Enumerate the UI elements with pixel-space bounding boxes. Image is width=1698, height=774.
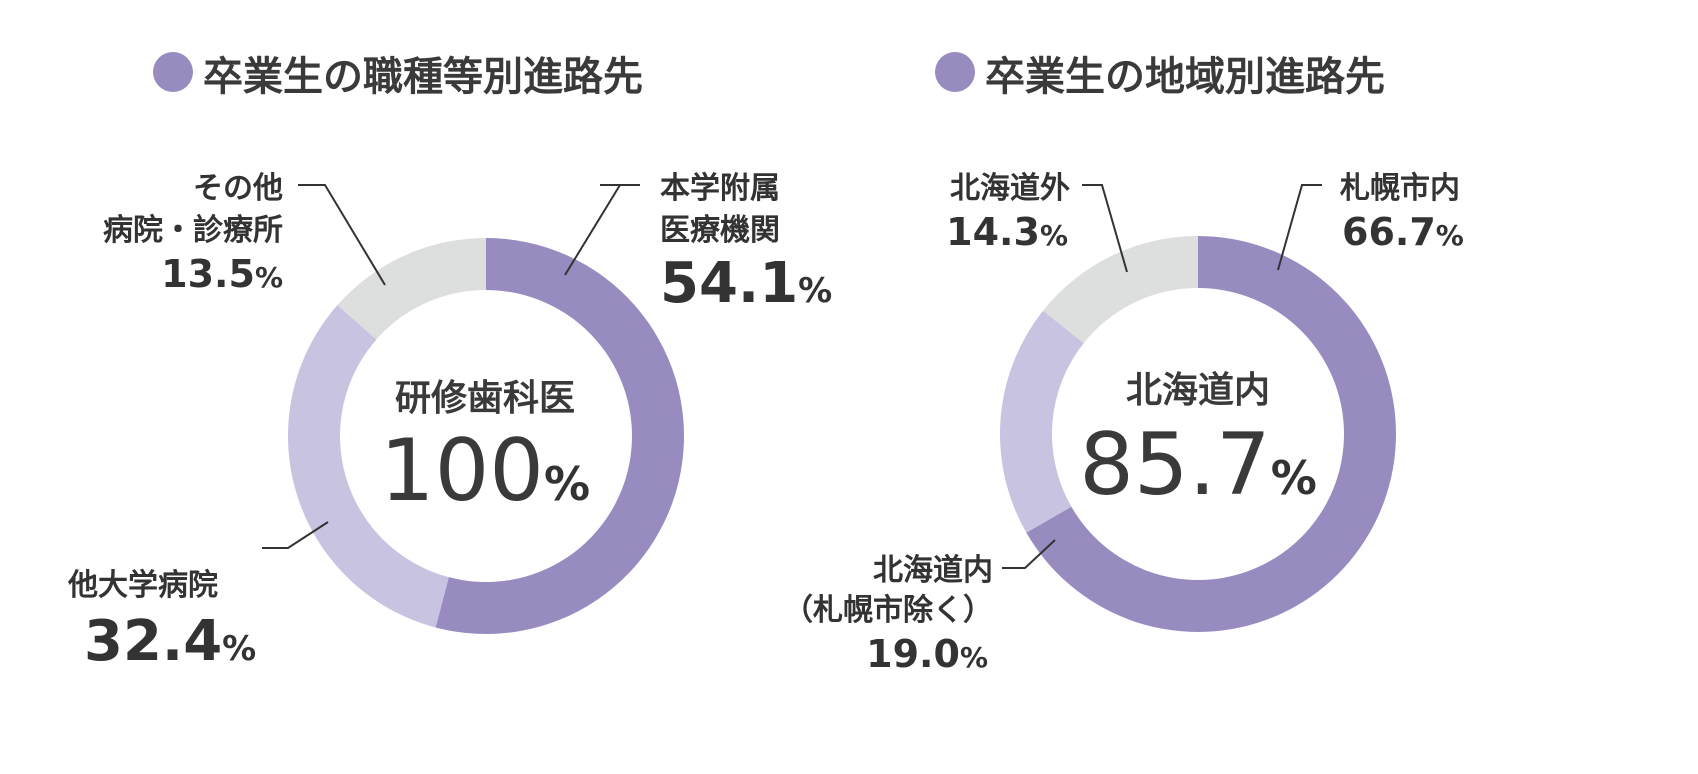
slice-value: 32.4% bbox=[84, 609, 256, 674]
slice-value-unit: % bbox=[960, 641, 988, 674]
center-unit: % bbox=[544, 457, 590, 511]
slice-label-line-2: 病院・診療所 bbox=[103, 213, 283, 248]
slice-label-line-1: 北海道内 bbox=[873, 553, 993, 588]
center-value: 85.7% bbox=[1079, 415, 1317, 515]
donut-slice-1 bbox=[287, 305, 449, 628]
slice-label-line-1: その他 bbox=[193, 171, 283, 206]
slice-value-unit: % bbox=[1436, 219, 1464, 252]
slice-value-unit: % bbox=[222, 629, 256, 669]
slice-value-number: 13.5 bbox=[161, 252, 255, 296]
chart-title: 卒業生の地域別進路先 bbox=[985, 54, 1385, 100]
center-number: 100 bbox=[380, 421, 544, 521]
slice-value: 54.1% bbox=[660, 251, 832, 316]
slice-label-line-2: 医療機関 bbox=[660, 213, 780, 248]
leader-line-slice-1 bbox=[1002, 539, 1056, 569]
slice-value-unit: % bbox=[798, 271, 832, 311]
slice-label-line-2: （札幌市除く） bbox=[783, 593, 993, 628]
slice-value-unit: % bbox=[255, 261, 283, 294]
donut-slice-1 bbox=[1000, 310, 1084, 533]
slice-value-unit: % bbox=[1040, 219, 1068, 252]
slice-value-number: 14.3 bbox=[946, 210, 1040, 254]
title-bullet-icon bbox=[935, 52, 975, 92]
leader-line-slice-2 bbox=[298, 184, 386, 286]
donut-slice-2 bbox=[1043, 236, 1198, 344]
slice-value-number: 54.1 bbox=[660, 251, 798, 316]
slice-value: 66.7% bbox=[1342, 210, 1464, 254]
leader-line-slice-2 bbox=[1082, 184, 1128, 273]
slice-label-line-1: 札幌市内 bbox=[1340, 171, 1460, 206]
donut-slice-2 bbox=[337, 238, 486, 340]
leader-line-slice-0 bbox=[564, 184, 640, 276]
slice-value: 19.0% bbox=[866, 632, 988, 676]
slice-label-line-1: 北海道外 bbox=[950, 171, 1070, 206]
center-number: 85.7 bbox=[1079, 415, 1270, 515]
chart-region: 卒業生の地域別進路先 北海道内 85.7% 札幌市内 66.7% 北海道内 （札… bbox=[783, 52, 1464, 676]
center-unit: % bbox=[1271, 451, 1317, 505]
center-value: 100% bbox=[380, 421, 590, 521]
donut-slice-0 bbox=[435, 238, 684, 634]
center-label: 研修歯科医 bbox=[395, 378, 575, 419]
chart-title: 卒業生の職種等別進路先 bbox=[203, 54, 643, 100]
slice-value: 13.5% bbox=[161, 252, 283, 296]
slice-label-line-1: 他大学病院 bbox=[67, 568, 218, 603]
chart-occupation: 卒業生の職種等別進路先 研修歯科医 100% 本学附属 医療機関 54.1% 他… bbox=[67, 52, 832, 674]
slice-value-number: 66.7 bbox=[1342, 210, 1436, 254]
donut-region bbox=[1000, 236, 1396, 632]
donut-occupation bbox=[287, 238, 684, 634]
slice-value-number: 32.4 bbox=[84, 609, 222, 674]
leader-line-slice-0 bbox=[1277, 184, 1322, 271]
leader-line-slice-1 bbox=[262, 521, 329, 549]
title-bullet-icon bbox=[153, 52, 193, 92]
center-label: 北海道内 bbox=[1126, 370, 1270, 411]
slice-value: 14.3% bbox=[946, 210, 1068, 254]
slice-value-number: 19.0 bbox=[866, 632, 960, 676]
slice-label-line-1: 本学附属 bbox=[660, 171, 780, 206]
